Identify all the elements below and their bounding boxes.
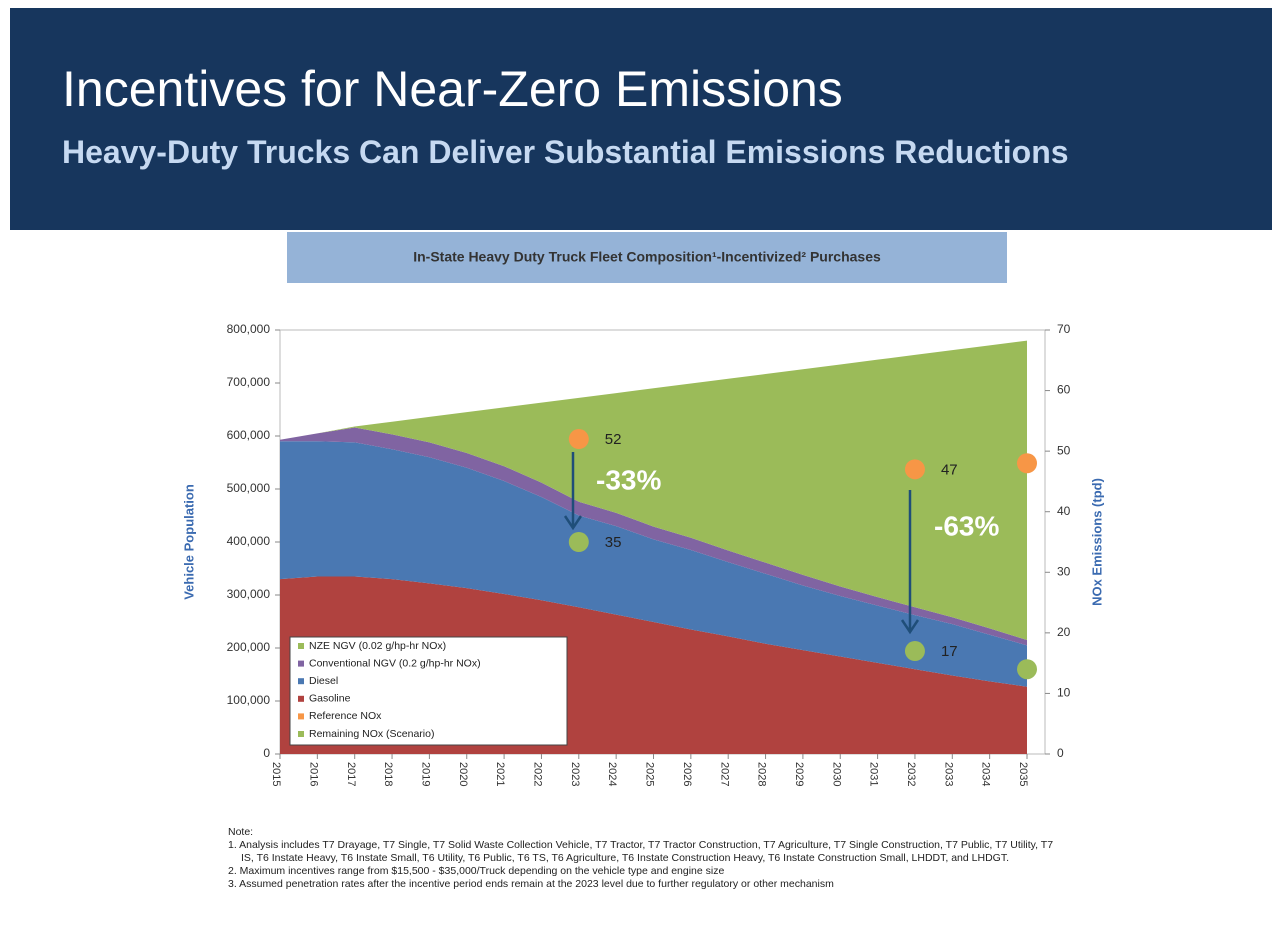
- x-tick-label: 2031: [868, 762, 880, 786]
- legend-label: NZE NGV (0.02 g/hp-hr NOx): [309, 640, 446, 652]
- x-tick-label: 2027: [718, 762, 730, 786]
- x-tick-label: 2025: [644, 762, 656, 786]
- legend-label: Reference NOx: [309, 710, 382, 722]
- x-tick-label: 2015: [270, 762, 282, 786]
- x-tick-label: 2020: [457, 762, 469, 786]
- note: 1. Analysis includes T7 Drayage, T7 Sing…: [228, 839, 1054, 864]
- chart-title-box: [287, 232, 1007, 283]
- x-tick-label: 2022: [532, 762, 544, 786]
- chart: In-State Heavy Duty Truck Fleet Composit…: [181, 232, 1104, 786]
- x-tick-label: 2018: [382, 762, 394, 786]
- y2-axis-label: NOx Emissions (tpd): [1089, 478, 1104, 606]
- data-label: 47: [941, 461, 958, 478]
- legend-label: Conventional NGV (0.2 g/hp-hr NOx): [309, 657, 481, 669]
- legend-swatch: [298, 660, 304, 667]
- y-axis-label: Vehicle Population: [181, 484, 196, 600]
- point: [904, 641, 925, 662]
- legend: [289, 636, 568, 746]
- legend-label: Remaining NOx (Scenario): [309, 728, 434, 740]
- y-tick-label: 400,000: [227, 534, 271, 548]
- x-tick-label: 2035: [1017, 762, 1029, 786]
- legend-label: Diesel: [309, 675, 338, 687]
- legend-label: Gasoline: [309, 693, 351, 705]
- y-tick-label: 800,000: [227, 322, 271, 336]
- point: [904, 459, 925, 480]
- point: [1017, 453, 1037, 474]
- legend-swatch: [298, 731, 304, 737]
- slide-title: Incentives for Near-Zero Emissions: [62, 61, 843, 117]
- point: [1017, 659, 1037, 680]
- y2-tick-label: 40: [1057, 504, 1071, 518]
- y-tick-label: 100,000: [227, 693, 271, 707]
- legend-swatch: [298, 695, 304, 702]
- area: [280, 441, 1027, 687]
- y2-tick-label: 50: [1057, 443, 1071, 457]
- header: Incentives for Near-Zero Emissions Heavy…: [10, 8, 1272, 230]
- y2-tick-label: 60: [1057, 383, 1071, 397]
- notes: Note: 1. Analysis includes T7 Drayage, T…: [228, 826, 1068, 891]
- legend-swatch: [298, 678, 304, 685]
- y2-tick-label: 70: [1057, 322, 1071, 336]
- data-label: 17: [941, 643, 958, 660]
- annotation: -33%: [596, 464, 661, 495]
- annotation: -63%: [934, 510, 999, 541]
- x-tick-label: 2017: [345, 762, 357, 786]
- chart-title: In-State Heavy Duty Truck Fleet Composit…: [413, 249, 881, 265]
- x-tick-label: 2030: [830, 762, 842, 786]
- y2-tick-label: 30: [1057, 564, 1071, 578]
- y-tick-label: 300,000: [227, 587, 271, 601]
- arrow-head: [900, 619, 920, 635]
- y-tick-label: 500,000: [227, 481, 271, 495]
- note: 3. Assumed penetration rates after the i…: [228, 878, 834, 890]
- x-tick-label: 2024: [606, 762, 618, 786]
- y-tick-label: 700,000: [227, 375, 271, 389]
- arrow-head: [563, 515, 583, 531]
- y2-tick-label: 20: [1057, 625, 1071, 639]
- x-tick-label: 2021: [494, 762, 506, 786]
- note: 2. Maximum incentives range from $15,500…: [228, 865, 725, 877]
- data-label: 35: [605, 534, 622, 551]
- area: [280, 340, 1027, 641]
- y2-tick-label: 0: [1057, 746, 1064, 760]
- legend-swatch: [298, 643, 304, 649]
- x-tick-label: 2029: [793, 762, 805, 786]
- y-tick-label: 200,000: [227, 640, 271, 654]
- y2-tick-label: 10: [1057, 686, 1071, 700]
- x-tick-label: 2033: [942, 762, 954, 786]
- x-tick-label: 2016: [307, 762, 319, 786]
- point: [568, 532, 589, 552]
- area: [280, 427, 1027, 646]
- x-tick-label: 2019: [419, 762, 431, 786]
- x-tick-label: 2034: [980, 762, 992, 786]
- data-label: 52: [605, 431, 622, 448]
- x-tick-label: 2023: [569, 762, 581, 786]
- notes-heading: Note:: [228, 826, 254, 838]
- slide-subtitle: Heavy-Duty Trucks Can Deliver Substantia…: [62, 134, 1069, 170]
- y-tick-label: 0: [263, 746, 270, 760]
- point: [568, 429, 589, 450]
- y-tick-label: 600,000: [227, 428, 271, 442]
- legend-swatch: [298, 713, 304, 720]
- x-tick-label: 2026: [681, 762, 693, 786]
- x-tick-label: 2032: [905, 762, 917, 786]
- x-tick-label: 2028: [756, 762, 768, 786]
